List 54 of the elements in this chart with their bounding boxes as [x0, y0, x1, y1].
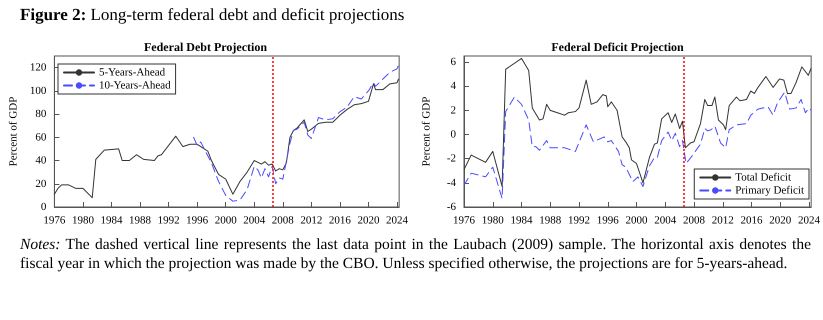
y-tick-label: -4: [446, 176, 456, 189]
x-tick-label: 1988: [539, 214, 562, 226]
legend-label: 10-Years-Ahead: [99, 80, 172, 92]
y-tick-label: 0: [40, 201, 47, 213]
legend-label: Total Deficit: [735, 172, 792, 184]
x-tick-label: 1984: [100, 214, 124, 226]
line-series: [464, 92, 812, 200]
y-tick-label: 2: [450, 104, 456, 116]
x-tick-label: 2020: [769, 214, 792, 226]
x-tick-label: 1992: [158, 214, 180, 226]
x-tick-label: 2012: [300, 214, 322, 226]
x-tick-label: 2000: [214, 214, 238, 226]
line-series: [193, 64, 399, 202]
y-tick-label: 40: [35, 154, 47, 167]
y-tick-label: -6: [446, 201, 456, 213]
x-tick-label: 2020: [357, 214, 380, 226]
y-tick-label: 0: [450, 128, 456, 141]
x-tick-label: 2004: [243, 214, 266, 226]
line-series: [54, 78, 399, 198]
line-series: [464, 58, 812, 187]
legend-label: 5-Years-Ahead: [99, 66, 166, 78]
y-axis-title: Percent of GDP: [420, 96, 432, 166]
x-tick-label: 2004: [654, 214, 677, 226]
y-tick-label: 100: [30, 84, 47, 97]
y-tick-label: 60: [35, 131, 47, 144]
y-tick-label: 6: [450, 56, 456, 68]
x-tick-label: 1992: [568, 214, 590, 226]
chart-title: Federal Debt Projection: [144, 40, 268, 54]
chart-title: Federal Deficit Projection: [551, 40, 684, 54]
x-tick-label: 1996: [596, 214, 620, 226]
caption: Figure 2: Long-term federal debt and deficit projections: [20, 5, 404, 24]
x-tick-label: 2000: [626, 214, 648, 226]
x-tick-label: 2024: [798, 214, 820, 226]
x-tick-label: 1984: [510, 214, 533, 226]
y-tick-label: -2: [446, 152, 456, 165]
x-tick-label: 1980: [72, 214, 94, 226]
y-tick-label: 20: [35, 178, 47, 190]
x-tick-label: 2008: [683, 214, 706, 226]
text: Notes: The dashed vertical line represents the last data point in the Laubach (2009) sample. The horizontal axis denotes the fiscal year in which the projection was made by the CBO. Unless specified otherwise, the projections are for 5-years-ahead.: [20, 236, 811, 272]
y-axis-title: Percent of GDP: [8, 96, 20, 166]
x-tick-label: 2008: [272, 214, 294, 226]
x-tick-label: 1976: [453, 214, 476, 226]
x-tick-label: 1996: [186, 214, 209, 226]
x-tick-label: 2016: [328, 214, 352, 226]
x-tick-label: 1980: [482, 214, 504, 226]
y-tick-label: 4: [450, 80, 456, 92]
x-tick-label: 2012: [712, 214, 734, 226]
y-tick-label: 120: [30, 62, 47, 74]
x-tick-label: 1976: [43, 214, 66, 226]
x-tick-label: 2016: [740, 214, 763, 226]
x-tick-label: 2024: [386, 214, 409, 226]
y-tick-label: 80: [35, 108, 47, 120]
x-tick-label: 1988: [129, 214, 152, 226]
legend-label: Primary Deficit: [735, 184, 804, 196]
